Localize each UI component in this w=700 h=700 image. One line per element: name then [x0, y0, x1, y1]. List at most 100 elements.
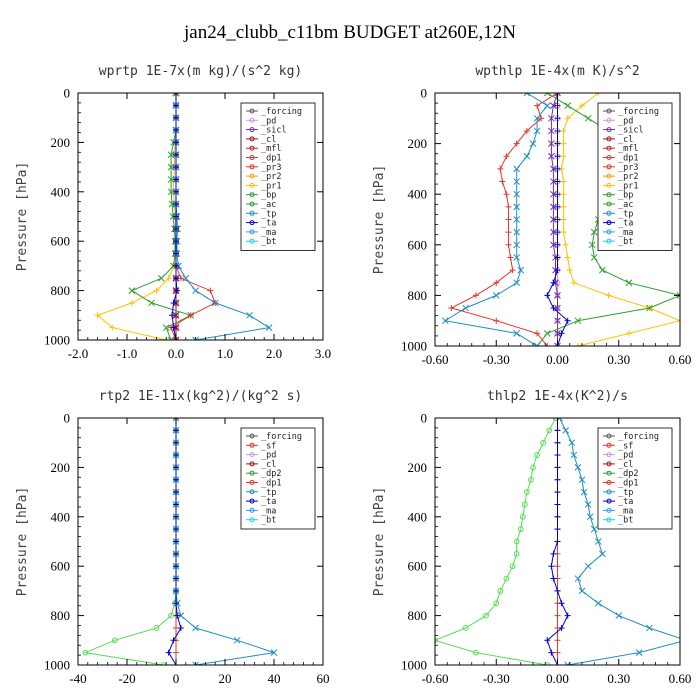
data-point: [548, 563, 555, 570]
data-point: [625, 279, 633, 287]
data-point: [462, 625, 469, 631]
data-point: [564, 115, 571, 122]
data-point: [554, 342, 561, 346]
data-point: [646, 624, 653, 632]
data-point: [554, 267, 561, 274]
data-point: [162, 324, 170, 332]
data-point: [109, 324, 116, 331]
data-point: [173, 464, 179, 471]
data-point: [523, 152, 531, 160]
legend-label: _dp1: [618, 154, 638, 164]
data-point: [615, 612, 623, 619]
data-point: [187, 312, 194, 319]
legend-marker: [249, 238, 255, 244]
legend-marker: [249, 229, 255, 235]
y-tick-label: 800: [51, 283, 71, 298]
data-point: [546, 427, 553, 434]
data-point: [173, 489, 179, 496]
legend-marker: [606, 201, 612, 207]
legend-label: _ma: [618, 228, 633, 238]
data-point: [499, 178, 506, 185]
legend-marker: [606, 489, 612, 495]
data-point: [543, 93, 551, 97]
data-point: [111, 637, 118, 644]
data-point: [580, 488, 588, 496]
data-point: [167, 188, 175, 196]
data-point: [170, 637, 177, 644]
panels: wprtp 1E-7x(m kg)/(s^2 kg) Pressure [hPa]…: [15, 64, 691, 686]
legend-label: _ta: [261, 219, 276, 229]
data-point: [167, 336, 175, 340]
data-point: [554, 452, 561, 459]
data-point: [594, 599, 602, 607]
legend-label: _sf: [261, 441, 276, 451]
series-line-dp1: [83, 418, 177, 665]
legend-marker: [606, 192, 612, 198]
legend-label: _dp1: [261, 479, 281, 489]
data-point: [554, 587, 561, 594]
data-point: [574, 317, 582, 325]
data-point: [513, 228, 521, 236]
data-point: [574, 464, 582, 471]
series-line-pr1: [96, 93, 177, 340]
data-point: [548, 127, 555, 135]
data-point: [503, 153, 510, 160]
legend-label: _tp: [261, 209, 276, 219]
data-point: [517, 526, 524, 533]
data-point: [472, 649, 479, 656]
data-point: [493, 317, 500, 324]
data-point: [568, 439, 576, 447]
data-point: [82, 649, 89, 656]
y-tick-label: 600: [408, 237, 428, 252]
data-point: [554, 489, 561, 496]
data-point: [554, 229, 561, 236]
legend-marker: [606, 155, 612, 160]
legend-label: _forcing: [618, 107, 659, 117]
y-axis-label: Pressure [hPa]: [15, 162, 30, 272]
y-tick-label: 400: [51, 184, 71, 199]
data-point: [173, 201, 179, 208]
data-point: [503, 191, 510, 198]
panel-2: wpthlp 1E-4x(m K)/s^2 Pressure [hPa] -0.60…: [372, 64, 691, 367]
data-point: [564, 317, 571, 324]
legend-label: _dp1: [261, 154, 281, 164]
data-point: [441, 317, 449, 325]
legend-marker: [249, 192, 255, 198]
legend-marker: [606, 173, 612, 179]
data-point: [270, 649, 278, 657]
data-point: [550, 203, 557, 211]
panel-title: wpthlp 1E-4x(m K)/s^2: [475, 64, 639, 79]
data-point: [173, 114, 179, 121]
data-point: [579, 102, 585, 109]
data-point: [173, 151, 179, 158]
legend-label: _bt: [618, 237, 633, 247]
data-point: [554, 513, 561, 520]
data-point: [554, 178, 561, 185]
data-point: [168, 612, 175, 619]
data-point: [173, 427, 179, 434]
data-point: [174, 612, 181, 619]
legend-label: _cl: [261, 135, 276, 145]
data-point: [172, 336, 180, 340]
legend-label: _pr3: [618, 163, 638, 173]
data-point: [595, 93, 602, 96]
data-point: [578, 587, 586, 595]
data-point: [558, 624, 565, 631]
legend-marker: [249, 155, 255, 160]
data-point: [544, 637, 551, 644]
data-point: [513, 216, 521, 223]
legend-marker: [249, 461, 255, 467]
legend-marker: [249, 108, 255, 114]
legend-marker: [249, 127, 255, 133]
legend-label: _ma: [618, 506, 633, 516]
data-point: [513, 279, 521, 287]
data-point: [554, 439, 561, 446]
data-point: [173, 439, 179, 446]
data-point: [173, 452, 179, 459]
legend-marker: [249, 145, 255, 151]
legend-label: _pr2: [261, 172, 281, 182]
legend-label: _forcing: [261, 107, 302, 117]
panel-3: rtp2 1E-11x(kg^2)/(kg^2 s) Pressure [hPa]…: [15, 389, 330, 686]
data-point: [550, 228, 557, 236]
